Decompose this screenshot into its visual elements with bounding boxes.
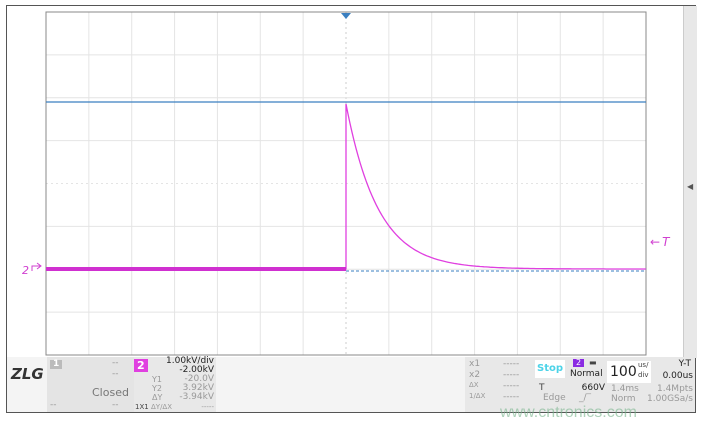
run-stop-button[interactable]: Stop	[535, 360, 566, 378]
channel1-value: --	[112, 369, 119, 379]
ratio-value: -----	[201, 403, 214, 411]
inv-dx-value: -----	[503, 392, 520, 402]
channel-arrow-icon	[31, 262, 42, 271]
timebase-box	[607, 361, 651, 383]
channel1-panel[interactable]: 1 -- -- Closed -- --	[47, 357, 134, 412]
channel1-value: --	[112, 358, 119, 368]
trigger-type-label: T	[539, 383, 545, 393]
x2-label: x2	[469, 370, 481, 380]
channel1-number: 1	[50, 360, 63, 369]
trigger-position-icon[interactable]	[341, 13, 351, 19]
timebase-delay: 0.00us	[662, 371, 693, 381]
inv-dx-label: 1/ΔX	[469, 392, 486, 400]
channel1-state: Closed	[92, 386, 129, 399]
timebase-mode: Y-T	[678, 359, 691, 369]
scope-screen	[6, 5, 696, 413]
channel1-value: --	[112, 400, 119, 410]
dy-value: -3.94kV	[179, 392, 214, 402]
triangle-left-icon: ◀	[687, 182, 694, 191]
ratio-label: ΔY/ΔX	[151, 403, 173, 411]
dx-value: -----	[503, 381, 520, 391]
trigger-coupling-icon: ▬	[589, 358, 597, 367]
y1-value: -20.0V	[184, 374, 214, 384]
record-points: 1.4Mpts	[656, 384, 693, 394]
record-length: 1.4ms	[611, 384, 639, 394]
channel2-panel[interactable]: 2 1.00kV/div -2.00kV Y1 -20.0V Y2 3.92kV…	[134, 357, 216, 412]
timebase-unit-top: us/	[638, 361, 649, 369]
acquisition-mode: Norm	[611, 394, 636, 404]
sample-rate: 1.00GSa/s	[647, 394, 693, 404]
trigger-panel[interactable]: Stop 2 ▬ Normal T 660V Edge _/‾	[533, 357, 607, 412]
channel2-scale: 1.00kV/div	[166, 356, 214, 366]
dx-label: ΔX	[469, 381, 479, 389]
x1-label: x1	[469, 359, 481, 369]
status-bar: ZLG 1 -- -- Closed -- -- 2 1.00kV/div -2…	[7, 357, 695, 412]
trigger-mode: Normal	[570, 369, 603, 379]
watermark: www.cntronics.com	[500, 404, 637, 421]
trigger-level: 660V	[581, 383, 605, 393]
channel2-trace	[46, 103, 646, 270]
y2-label: Y2	[152, 384, 162, 393]
timebase-value: 100	[610, 364, 637, 380]
channel2-number: 2	[134, 359, 148, 372]
channel2-offset: -2.00kV	[179, 365, 214, 375]
right-panel-toggle[interactable]: ◀	[683, 6, 697, 358]
probe-ratio: 1X1	[135, 403, 149, 411]
trigger-channel: 2	[573, 359, 585, 367]
trigger-marker[interactable]: ← T	[650, 235, 671, 249]
channel1-value: --	[50, 400, 57, 410]
dy-label: ΔY	[152, 393, 163, 402]
timebase-unit-bottom: div	[638, 371, 649, 379]
timebase-panel[interactable]: 100 us/ div Y-T 0.00us 1.4ms 1.4Mpts Nor…	[607, 357, 695, 412]
arrow-left-icon: ←	[650, 235, 660, 249]
rising-edge-icon: _/‾	[579, 393, 592, 403]
cursor-panel[interactable]: x1 ----- x2 ----- ΔX ----- 1/ΔX -----	[465, 357, 533, 412]
waveform-plot: 2 ← T	[22, 11, 671, 356]
channel2-marker[interactable]: 2	[22, 264, 29, 277]
zlg-logo: ZLG	[11, 365, 44, 383]
y1-label: Y1	[152, 375, 162, 384]
plot-border	[45, 11, 647, 356]
baseline-trace-band	[46, 267, 346, 271]
x1-value: -----	[503, 359, 520, 369]
trigger-edge-label: Edge	[543, 393, 566, 403]
y2-value: 3.92kV	[182, 383, 214, 393]
x2-value: -----	[503, 370, 520, 380]
